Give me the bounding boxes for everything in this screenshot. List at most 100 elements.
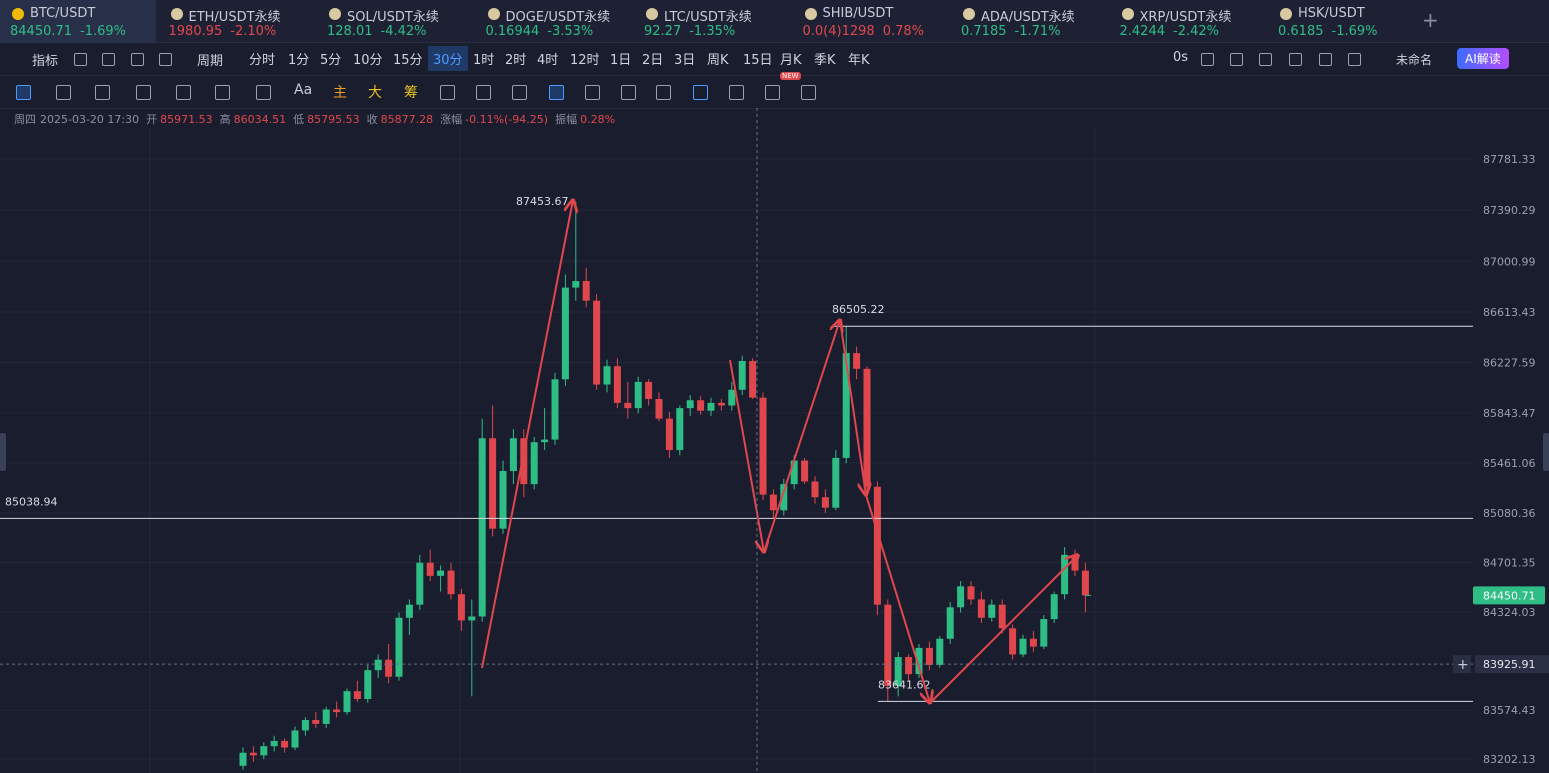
ticker-tab[interactable]: ADA/USDT永续 0.7185 -1.71%: [951, 0, 1107, 42]
ticker-tab[interactable]: HSK/USDT 0.6185 -1.69%: [1268, 0, 1424, 42]
interval-button[interactable]: 1分: [288, 53, 310, 68]
candle-body: [561, 287, 569, 380]
interval-button[interactable]: 季K: [814, 53, 836, 68]
candle-body: [499, 471, 507, 529]
timer[interactable]: 0s: [1173, 50, 1189, 65]
interval-button[interactable]: 1时: [473, 53, 495, 68]
info-label: 振幅: [555, 113, 578, 126]
draw-tool[interactable]: [16, 85, 31, 100]
candle-body: [905, 657, 913, 675]
tool-icon[interactable]: [1201, 53, 1214, 66]
candle-body: [894, 657, 902, 686]
ticker-tab[interactable]: ETH/USDT永续 1980.95 -2.10%: [159, 0, 315, 42]
interval-button[interactable]: 2时: [505, 53, 527, 68]
ohlc-info: 周四 2025-03-20 17:30 开 85971.53 高 86034.51 低 857…: [14, 111, 615, 127]
ticker-quote: 0.0(4)1298 0.78%: [803, 24, 925, 39]
ticker-tab[interactable]: BTC/USDT 84450.71 -1.69%: [0, 0, 156, 42]
draw-tool[interactable]: [765, 85, 780, 100]
interval-button[interactable]: 12时: [570, 53, 600, 68]
draw-tool-label[interactable]: 筹: [404, 85, 418, 101]
candle-body: [364, 670, 372, 700]
draw-tool[interactable]: [656, 85, 671, 100]
ai-button[interactable]: AI解读: [1457, 48, 1509, 69]
candle-body: [925, 647, 933, 665]
interval-button[interactable]: 2日: [642, 53, 664, 68]
draw-tool[interactable]: [256, 85, 271, 100]
candle-body: [645, 381, 653, 399]
draw-tool[interactable]: [512, 85, 527, 100]
indicators-button[interactable]: 指标: [32, 54, 59, 69]
draw-tool[interactable]: [176, 85, 191, 100]
ticker-symbol: HSK/USDT: [1298, 6, 1365, 21]
draw-tool[interactable]: [95, 85, 110, 100]
ticker-change: -2.10%: [230, 24, 277, 39]
ticker-symbol: BTC/USDT: [30, 6, 96, 21]
tool-icon[interactable]: [1230, 53, 1243, 66]
draw-tool[interactable]: [801, 85, 816, 100]
ticker-tab[interactable]: SOL/USDT永续 128.01 -4.42%: [317, 0, 473, 42]
ticker-tab[interactable]: LTC/USDT永续 92.27 -1.35%: [634, 0, 790, 42]
draw-tool[interactable]: [549, 85, 564, 100]
add-tab[interactable]: +: [1422, 8, 1439, 32]
interval-button[interactable]: 1日: [610, 53, 632, 68]
draw-tool-label[interactable]: 大: [368, 85, 382, 101]
draw-tool-label[interactable]: Aa: [294, 82, 313, 98]
y-tick-label: 83202.13: [1483, 753, 1536, 766]
candle-body: [1040, 619, 1048, 647]
tool-icon[interactable]: [1319, 53, 1332, 66]
ticker-price: 0.16944: [485, 24, 540, 39]
tool-icon[interactable]: [159, 53, 172, 66]
draw-tool[interactable]: [621, 85, 636, 100]
candle-body: [842, 353, 850, 458]
draw-tool[interactable]: [476, 85, 491, 100]
candle-body: [749, 360, 757, 398]
ticker-change: -1.69%: [80, 24, 127, 39]
draw-tool-label[interactable]: 主: [333, 85, 347, 101]
draw-tool[interactable]: [136, 85, 151, 100]
ticker-symbol: LTC/USDT永续: [664, 10, 752, 25]
layout-name[interactable]: 未命名: [1396, 53, 1433, 67]
tool-icon[interactable]: [102, 53, 115, 66]
draw-tool[interactable]: [693, 85, 708, 100]
tool-icon[interactable]: [1348, 53, 1361, 66]
interval-button[interactable]: 15日: [743, 53, 773, 68]
tool-icon[interactable]: [1259, 53, 1272, 66]
last-price-box: [1473, 586, 1545, 605]
tool-icon[interactable]: [131, 53, 144, 66]
interval-button[interactable]: 周K: [707, 53, 729, 68]
tool-icon[interactable]: [1289, 53, 1302, 66]
ticker-tab[interactable]: SHIB/USDT 0.0(4)1298 0.78%: [793, 0, 949, 42]
draw-tool[interactable]: [56, 85, 71, 100]
interval-button[interactable]: 30分: [428, 46, 468, 71]
tool-icon[interactable]: [74, 53, 87, 66]
period-button[interactable]: 周期: [197, 54, 224, 69]
interval-button[interactable]: 3日: [674, 53, 696, 68]
y-tick-label: 83574.43: [1483, 704, 1536, 717]
y-tick-label: 87390.29: [1483, 204, 1536, 217]
draw-tool[interactable]: [729, 85, 744, 100]
candle-body: [374, 659, 382, 671]
interval-button[interactable]: 5分: [320, 53, 342, 68]
interval-button[interactable]: 月K: [780, 53, 802, 68]
ticker-tab[interactable]: DOGE/USDT永续 0.16944 -3.53%: [476, 0, 632, 42]
candle-body: [426, 562, 434, 576]
y-tick-label: 85843.47: [1483, 407, 1536, 420]
candle-body: [353, 691, 361, 700]
draw-tool[interactable]: [215, 85, 230, 100]
info-label: 开: [146, 113, 158, 126]
info-label: 高: [219, 113, 231, 126]
candle-body: [489, 438, 497, 529]
crosshair-plus: +: [1457, 657, 1469, 673]
interval-button[interactable]: 10分: [353, 53, 383, 68]
interval-button[interactable]: 分时: [249, 53, 276, 68]
interval-button[interactable]: 15分: [393, 53, 423, 68]
candle-body: [624, 402, 632, 409]
interval-button[interactable]: 年K: [848, 53, 870, 68]
draw-tool[interactable]: [585, 85, 600, 100]
ticker-tab[interactable]: XRP/USDT永续 2.4244 -2.42%: [1110, 0, 1266, 42]
ticker-change: -3.53%: [547, 24, 594, 39]
interval-button[interactable]: 4时: [537, 53, 559, 68]
draw-tool[interactable]: [440, 85, 455, 100]
candle-body: [509, 438, 517, 472]
